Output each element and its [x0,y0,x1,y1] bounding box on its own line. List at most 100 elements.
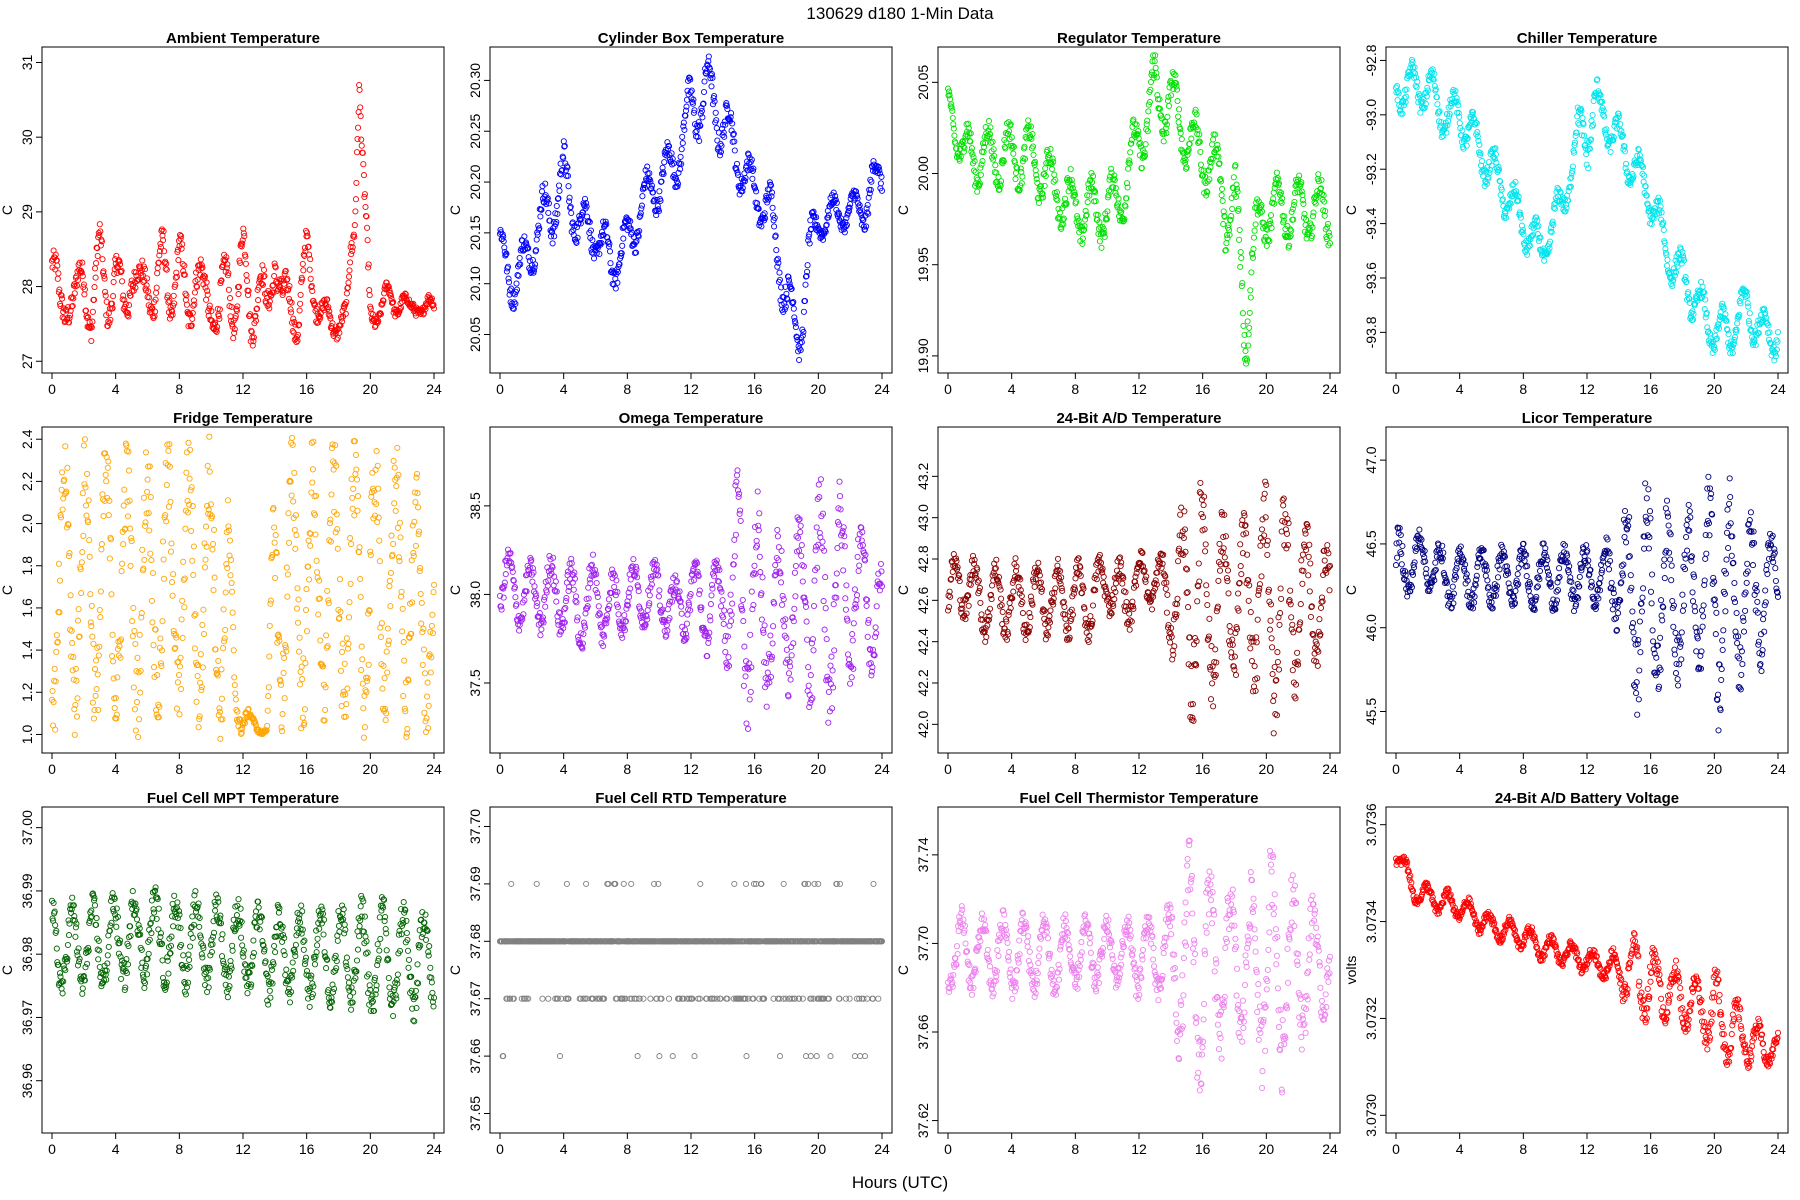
data-point [348,476,355,483]
data-point [346,599,353,606]
data-point [305,537,312,544]
data-point [339,640,346,647]
data-point [646,170,653,177]
data-point [135,733,142,741]
data-point [253,306,260,313]
x-tick-label: 12 [235,761,251,777]
data-point [727,591,734,598]
data-point [668,150,675,157]
data-point [512,300,519,307]
data-point [740,618,747,625]
data-point [101,275,108,282]
x-tick-label: 4 [560,381,568,397]
data-point [328,491,335,498]
data-point [109,305,116,312]
data-point [91,283,98,291]
data-point [367,305,374,312]
panel-title: Omega Temperature [619,410,764,427]
data-point [53,648,60,655]
data-point [324,587,331,594]
data-point [417,590,424,597]
data-point [778,579,785,586]
data-point [1403,93,1410,100]
data-point [387,603,394,610]
data-point [217,277,225,285]
data-point [384,669,391,676]
data-point [579,209,586,216]
data-point [375,485,382,492]
data-point [1114,200,1122,207]
data-point [356,81,363,89]
data-point [314,569,321,576]
data-point [241,233,248,240]
x-tick-label: 24 [1322,761,1338,777]
data-point [944,607,952,614]
data-point [316,313,323,320]
data-point [1456,120,1463,127]
data-point [1010,588,1017,595]
data-point [151,313,158,320]
data-point [64,464,71,471]
data-point [659,164,666,171]
data-point [367,552,374,559]
data-point [501,244,508,251]
data-point [231,674,238,681]
data-point [396,558,403,565]
data-point [696,587,703,594]
y-tick-label: 1.8 [19,556,35,576]
data-point [425,702,432,709]
data-point [199,664,206,671]
data-point [324,296,331,303]
data-point [852,604,860,611]
data-point [277,681,285,688]
data-point [243,277,251,284]
data-point [175,257,182,264]
data-point [305,243,312,250]
data-point [706,65,713,72]
data-point [75,606,82,613]
data-point [97,588,104,595]
data-point [1022,636,1029,644]
data-point [306,251,313,258]
data-point [621,612,628,619]
data-point [140,494,147,501]
data-point [144,488,151,495]
data-point [992,162,999,169]
data-point [578,215,585,222]
data-point [989,582,996,589]
data-point [733,478,740,485]
x-tick-label: 0 [1392,381,1400,397]
data-point [343,290,350,297]
data-point [335,325,342,332]
data-point [856,562,863,569]
data-point [385,637,392,644]
data-point [292,545,299,552]
data-point [204,462,211,469]
data-point [424,693,431,700]
data-point [383,648,390,655]
data-point [551,233,558,240]
data-point [104,464,111,471]
data-point [639,193,646,200]
y-tick-label: 42.8 [915,545,931,572]
data-point [55,270,62,277]
data-point [301,706,308,713]
x-tick-label: 4 [1008,381,1016,397]
data-point [311,511,319,518]
y-tick-label: 1.6 [19,598,35,618]
data-point [168,540,175,547]
x-tick-label: 8 [623,381,631,397]
data-point [377,311,384,318]
data-point [722,648,729,656]
data-point [306,576,313,583]
data-point [360,734,367,741]
data-point [185,439,192,446]
data-point [87,591,94,598]
data-point [553,218,560,226]
data-point [791,605,798,612]
data-point [303,628,311,635]
data-point [255,297,262,304]
data-point [1067,166,1074,173]
y-tick-label: -93.2 [1363,153,1379,185]
data-point [1218,192,1225,199]
